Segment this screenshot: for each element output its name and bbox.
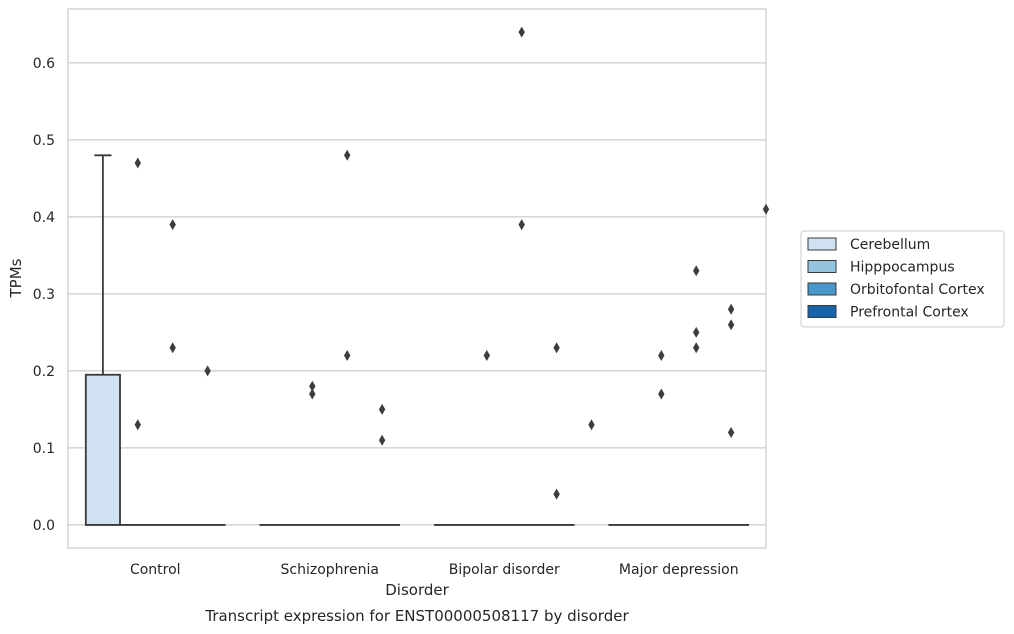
y-tick-label: 0.4 (33, 210, 55, 226)
outlier-point (483, 350, 490, 361)
outlier-point (204, 365, 211, 377)
outlier-point (727, 319, 735, 331)
legend-label: Orbitofontal Cortex (850, 282, 985, 298)
legend-label: Cerebellum (850, 237, 930, 253)
legend-swatch (807, 305, 837, 318)
outlier-point (693, 326, 700, 338)
x-axis-label: Disorder (385, 581, 449, 599)
x-tick-labels: Control Schizophrenia Bipolar disorder Majo… (130, 562, 739, 578)
box-control-cerebellum (84, 154, 121, 526)
x-tick-label: Major depression (619, 562, 739, 578)
legend-swatch (807, 260, 837, 273)
y-tick-label: 0.5 (33, 133, 55, 149)
y-tick-label: 0.2 (33, 364, 55, 380)
x-tick-label: Control (130, 562, 181, 578)
outliers (134, 26, 770, 500)
outlier-point (693, 265, 700, 277)
legend-label: Prefrontal Cortex (850, 305, 969, 321)
outlier-point (378, 403, 386, 415)
y-tick-label: 0.3 (33, 287, 55, 303)
box-body (84, 373, 121, 526)
outlier-point (658, 350, 665, 361)
outlier-point (134, 157, 141, 169)
y-tick-label: 0.1 (33, 441, 55, 457)
outlier-point (378, 434, 386, 446)
outlier-point (169, 342, 176, 354)
y-axis-label: TPMs (7, 258, 25, 298)
outlier-point (658, 388, 665, 400)
legend-frame (800, 230, 1005, 328)
chart-caption: Transcript expression for ENST0000050811… (204, 607, 629, 625)
outlier-point (727, 303, 735, 315)
y-tick-label: 0.6 (33, 56, 55, 72)
legend-swatch (807, 282, 837, 296)
outlier-point (169, 219, 176, 231)
gridlines (68, 62, 766, 526)
y-tick-label: 0.0 (33, 518, 55, 534)
outlier-point (134, 419, 141, 431)
outlier-point (518, 219, 525, 231)
x-tick-label: Schizophrenia (281, 562, 379, 578)
outlier-point (309, 380, 316, 392)
legend-swatch (807, 237, 837, 251)
outlier-point (344, 149, 351, 161)
legend-label: Hipppocampus (850, 260, 955, 276)
outlier-point (588, 419, 595, 431)
outlier-point (693, 342, 700, 354)
x-tick-label: Bipolar disorder (449, 562, 560, 578)
outlier-point (553, 488, 560, 500)
outlier-point (762, 203, 770, 215)
plot-frame (67, 8, 767, 549)
boxes (84, 154, 750, 526)
outlier-point (344, 350, 351, 361)
outlier-point (309, 388, 316, 400)
outlier-point (518, 26, 525, 38)
outlier-point (727, 427, 735, 438)
legend: Cerebellum Hipppocampus Orbitofontal Corte… (800, 230, 1005, 328)
y-tick-labels: 0.0 0.1 0.2 0.3 0.4 0.5 0.6 (33, 56, 55, 534)
outlier-point (553, 342, 560, 354)
